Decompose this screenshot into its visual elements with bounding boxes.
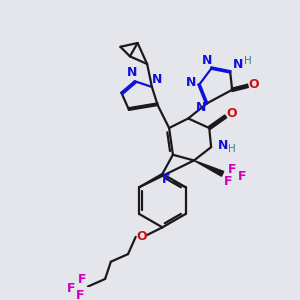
Text: N: N <box>195 101 206 114</box>
Text: N: N <box>186 76 196 89</box>
Text: N: N <box>218 139 228 152</box>
Text: F: F <box>162 173 171 186</box>
Text: F: F <box>76 289 85 300</box>
Text: F: F <box>228 163 236 176</box>
Text: O: O <box>136 230 147 243</box>
Text: H: H <box>228 144 236 154</box>
Text: N: N <box>202 54 212 67</box>
Polygon shape <box>194 160 224 176</box>
Text: F: F <box>224 175 232 188</box>
Text: O: O <box>249 78 260 91</box>
Text: F: F <box>78 273 86 286</box>
Text: H: H <box>244 56 251 66</box>
Text: F: F <box>67 282 75 295</box>
Text: N: N <box>127 66 137 79</box>
Text: N: N <box>233 58 243 71</box>
Text: O: O <box>227 107 238 120</box>
Text: N: N <box>152 73 162 86</box>
Text: F: F <box>238 170 246 183</box>
